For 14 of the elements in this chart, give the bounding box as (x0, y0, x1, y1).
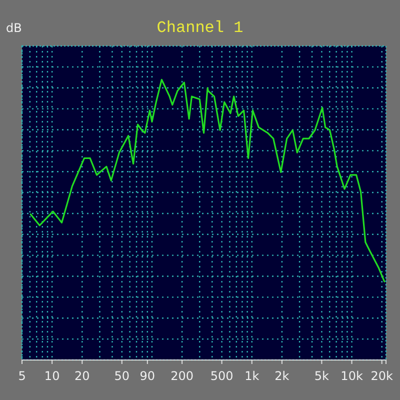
x-tick-label: 20k (370, 369, 394, 384)
x-tick-label: 50 (114, 369, 130, 384)
x-tick-label: 200 (170, 369, 194, 384)
x-tick-label: 10k (340, 369, 363, 384)
x-tick-label: 5 (18, 369, 26, 384)
x-tick-label: 500 (210, 369, 234, 384)
x-tick-label: 90 (140, 369, 156, 384)
x-tick-label: 5k (314, 369, 330, 384)
x-tick-label: 2k (274, 369, 290, 384)
y-axis-title: dB (6, 21, 22, 35)
x-tick-label: 1k (244, 369, 260, 384)
x-tick-label: 10 (44, 369, 60, 384)
x-tick-label: 20 (74, 369, 90, 384)
chart-title: Channel 1 (156, 19, 244, 37)
